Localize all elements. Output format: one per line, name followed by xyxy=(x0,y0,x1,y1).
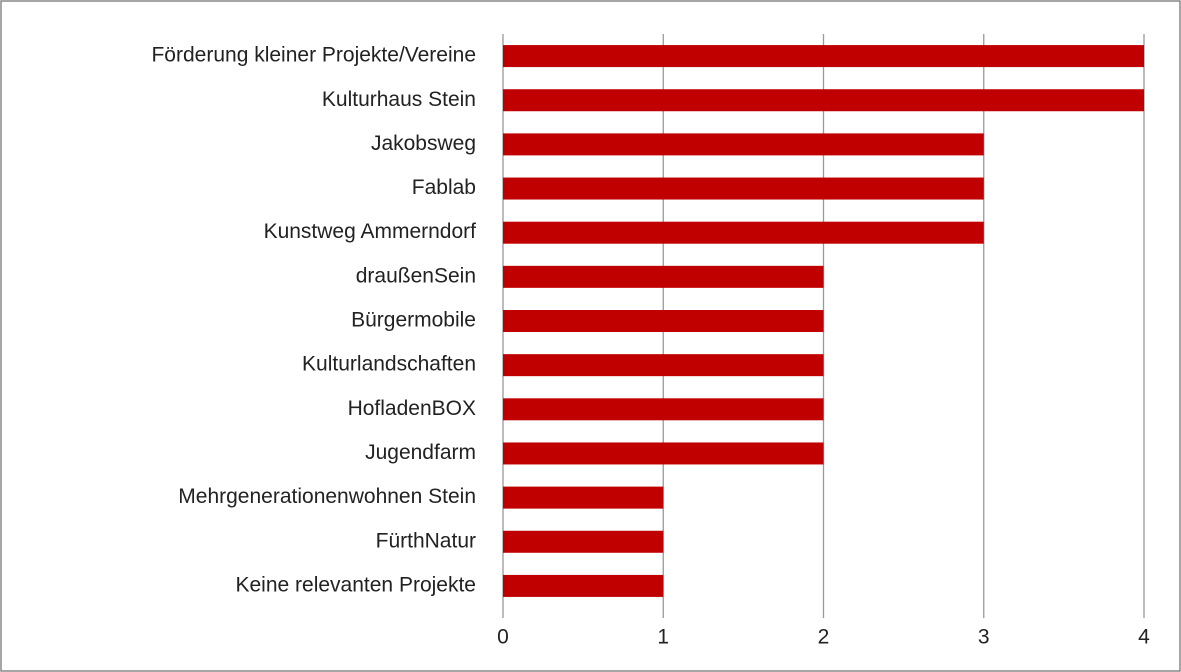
y-tick-label: Förderung kleiner Projekte/Vereine xyxy=(151,44,476,67)
bar xyxy=(503,265,824,288)
bar xyxy=(503,398,824,421)
y-tick-label: FürthNatur xyxy=(376,529,476,552)
bar xyxy=(503,221,984,244)
bar xyxy=(503,486,664,509)
y-tick-label: Jakobsweg xyxy=(371,132,476,155)
y-tick-label: Mehrgenerationenwohnen Stein xyxy=(178,485,476,508)
y-tick-label: Kulturlandschaften xyxy=(302,353,476,376)
bar xyxy=(503,530,664,553)
bar xyxy=(503,310,824,332)
x-tick-label: 3 xyxy=(978,626,990,649)
bar xyxy=(503,354,824,377)
y-tick-label: Kunstweg Ammerndorf xyxy=(264,220,477,243)
bar xyxy=(503,177,984,200)
x-tick-label: 1 xyxy=(657,626,669,649)
y-tick-label: draußenSein xyxy=(356,264,476,287)
bar xyxy=(503,45,1144,68)
x-tick-label: 2 xyxy=(818,626,830,649)
bar xyxy=(503,442,824,465)
bar xyxy=(503,89,1144,112)
bar xyxy=(503,133,984,156)
y-tick-label: Fablab xyxy=(412,176,476,199)
x-tick-label: 4 xyxy=(1138,626,1150,649)
y-tick-label: Kulturhaus Stein xyxy=(322,88,476,111)
y-tick-label: HofladenBOX xyxy=(348,397,476,420)
x-tick-label: 0 xyxy=(497,626,509,649)
y-tick-label: Keine relevanten Projekte xyxy=(236,573,477,596)
bar xyxy=(503,574,664,597)
y-tick-label: Jugendfarm xyxy=(365,441,476,464)
y-tick-label: Bürgermobile xyxy=(351,309,476,332)
